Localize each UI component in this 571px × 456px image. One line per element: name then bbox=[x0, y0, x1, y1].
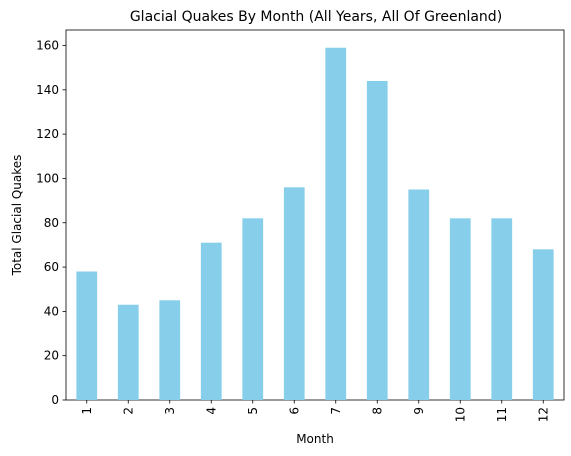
x-tick-label: 9 bbox=[412, 407, 426, 415]
y-tick-label: 100 bbox=[36, 171, 59, 185]
bar-month-12 bbox=[532, 249, 554, 400]
y-tick-label: 60 bbox=[44, 260, 59, 274]
plot-area bbox=[65, 29, 565, 401]
x-tick-label: 2 bbox=[121, 407, 135, 415]
y-axis-label: Total Glacial Quakes bbox=[10, 155, 24, 277]
x-tick-label: 5 bbox=[246, 407, 260, 415]
bar-month-11 bbox=[491, 218, 513, 400]
bar-month-7 bbox=[325, 47, 347, 400]
x-tick-label: 11 bbox=[495, 407, 509, 422]
bar-month-8 bbox=[366, 80, 388, 401]
bar-month-5 bbox=[242, 218, 264, 400]
y-tick-label: 0 bbox=[51, 393, 59, 407]
y-tick-label: 80 bbox=[44, 216, 59, 230]
x-ticks: 1 2 3 4 5 6 7 8 9 10 11 12 bbox=[80, 400, 550, 422]
x-tick-label: 8 bbox=[370, 407, 384, 415]
x-tick-label: 4 bbox=[204, 407, 218, 415]
x-tick-label: 6 bbox=[287, 407, 301, 415]
bar-month-6 bbox=[283, 187, 305, 400]
bar-month-2 bbox=[117, 304, 139, 400]
x-axis: 1 2 3 4 5 6 7 8 9 10 11 12 bbox=[80, 400, 550, 422]
bar-month-10 bbox=[449, 218, 471, 400]
y-tick-label: 120 bbox=[36, 127, 59, 141]
bar-month-1 bbox=[76, 271, 98, 400]
bar-month-3 bbox=[159, 300, 181, 400]
bar-month-4 bbox=[200, 242, 222, 400]
x-axis-label: Month bbox=[296, 432, 334, 446]
y-ticks: 0 20 40 60 80 100 120 140 160 bbox=[36, 39, 66, 407]
y-tick-label: 140 bbox=[36, 83, 59, 97]
x-tick-label: 12 bbox=[536, 407, 550, 422]
y-tick-label: 20 bbox=[44, 349, 59, 363]
x-tick-label: 7 bbox=[329, 407, 343, 415]
y-tick-label: 40 bbox=[44, 304, 59, 318]
bars bbox=[76, 47, 554, 401]
chart-title: Glacial Quakes By Month (All Years, All … bbox=[130, 9, 502, 25]
bar-month-9 bbox=[408, 189, 430, 400]
y-axis: 0 20 40 60 80 100 120 140 160 bbox=[36, 39, 66, 407]
plot-frame bbox=[65, 29, 565, 401]
x-tick-label: 3 bbox=[163, 407, 177, 415]
y-tick-label: 160 bbox=[36, 39, 59, 53]
x-tick-label: 1 bbox=[80, 407, 94, 415]
x-tick-label: 10 bbox=[453, 407, 467, 422]
